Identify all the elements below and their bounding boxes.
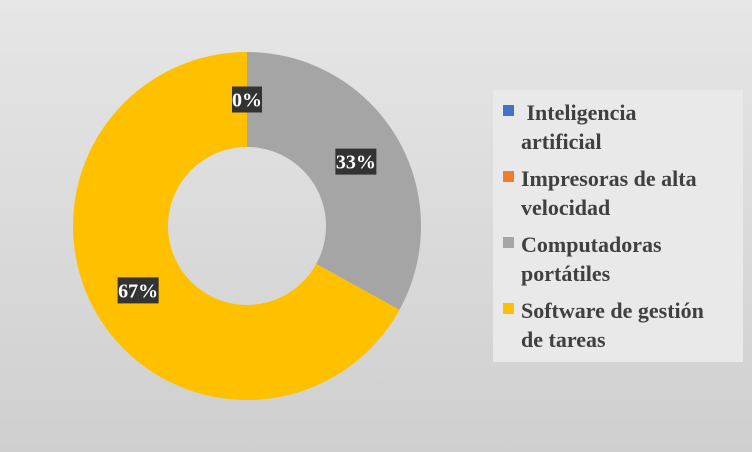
legend: Inteligencia artificial Impresoras de al… [493,90,743,362]
legend-item-impresoras: Impresoras de alta velocidad [503,164,735,222]
data-label: 33% [336,152,376,174]
legend-label: Impresoras de alta velocidad [521,166,697,220]
legend-item-software: Software de gestión de tareas [503,296,735,354]
legend-swatch-orange [503,171,514,182]
legend-item-inteligencia-artificial: Inteligencia artificial [503,98,735,156]
legend-label: Software de gestión de tareas [521,298,704,352]
data-label: 0% [232,90,262,112]
donut-slice-computadoras [247,52,422,310]
data-label-box [117,277,159,304]
legend-item-computadoras: Computadoras portátiles [503,230,735,288]
data-label: 67% [118,280,158,302]
legend-swatch-gray [503,237,514,248]
legend-label: Inteligencia artificial [521,100,637,154]
data-label-box [335,148,377,175]
legend-swatch-yellow [503,303,514,314]
legend-label: Computadoras portátiles [521,232,662,286]
legend-swatch-blue [503,105,514,116]
data-label-box [232,86,262,113]
donut-slice-software [72,52,400,400]
